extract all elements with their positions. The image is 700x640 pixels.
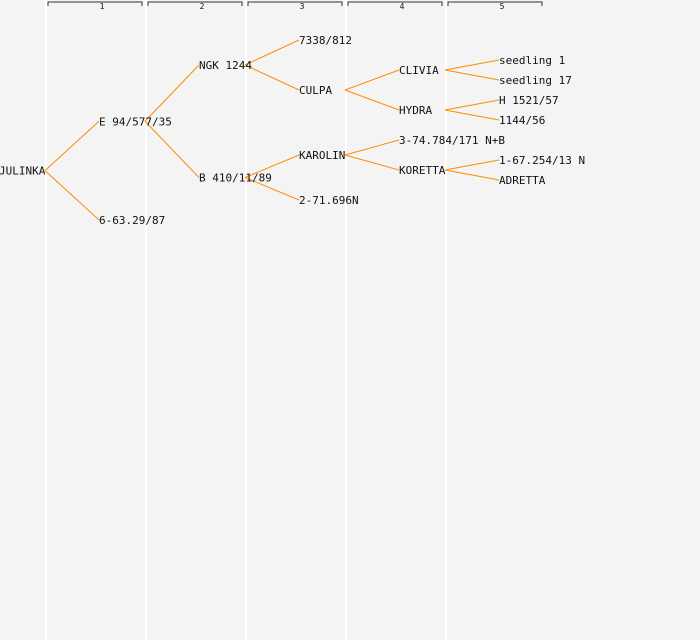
pedigree-edges <box>44 39 500 221</box>
pedigree-node-17: 2-71.696N <box>299 194 359 207</box>
generation-bracket-5 <box>447 1 543 6</box>
pedigree-node-6: seedling 1 <box>499 54 565 67</box>
pedigree-edge-2-1 <box>244 64 300 91</box>
pedigree-node-10: 1144/56 <box>499 114 545 127</box>
pedigree-node-15: 1-67.254/13 N <box>499 154 585 167</box>
pedigree-edge-1-1 <box>144 120 200 178</box>
pedigree-node-9: H 1521/57 <box>499 94 559 107</box>
pedigree-edge-8-1 <box>444 109 500 121</box>
pedigree-edge-0-1 <box>44 170 100 221</box>
pedigree-edge-5-1 <box>444 69 500 81</box>
pedigree-node-5: CLIVIA <box>399 64 439 77</box>
pedigree-node-12: KAROLIN <box>299 149 345 162</box>
pedigree-edge-14-1 <box>444 169 500 181</box>
generation-label-3: 3 <box>300 2 305 11</box>
generation-bracket-1 <box>47 1 143 6</box>
pedigree-node-8: HYDRA <box>399 104 432 117</box>
pedigree-edge-12-1 <box>344 154 400 171</box>
pedigree-edge-4-1 <box>344 89 400 111</box>
generation-label-2: 2 <box>200 2 205 11</box>
pedigree-node-4: CULPA <box>299 84 332 97</box>
pedigree-edge-0-0 <box>44 120 100 171</box>
pedigree-node-2: NGK 1244 <box>199 59 252 72</box>
pedigree-nodes: JULINKA E 94/577/35 NGK 1244 7338/812 CULPA C… <box>0 34 585 227</box>
generation-bracket-4 <box>347 1 443 6</box>
pedigree-edge-14-0 <box>444 159 500 171</box>
generation-label-5: 5 <box>500 2 505 11</box>
pedigree-edge-4-0 <box>344 69 400 91</box>
generation-bracket-2 <box>147 1 243 6</box>
pedigree-node-18: 6-63.29/87 <box>99 214 165 227</box>
generation-label-1: 1 <box>100 2 105 11</box>
pedigree-edge-5-0 <box>444 59 500 71</box>
pedigree-node-14: KORETTA <box>399 164 446 177</box>
pedigree-edge-1-0 <box>144 64 200 122</box>
generation-columns <box>45 0 447 640</box>
pedigree-node-3: 7338/812 <box>299 34 352 47</box>
pedigree-node-0: JULINKA <box>0 165 46 178</box>
pedigree-edge-12-0 <box>344 139 400 156</box>
pedigree-edge-8-0 <box>444 99 500 111</box>
pedigree-edge-11-0 <box>244 154 300 178</box>
generation-headers: 1 2 3 4 5 <box>47 1 543 11</box>
pedigree-edge-2-0 <box>244 39 300 66</box>
pedigree-node-11: B 410/11/89 <box>199 172 272 185</box>
generation-bracket-3 <box>247 1 343 6</box>
pedigree-edge-11-1 <box>244 177 300 201</box>
pedigree-node-1: E 94/577/35 <box>99 115 172 128</box>
pedigree-node-13: 3-74.784/171 N+B <box>399 134 505 147</box>
generation-label-4: 4 <box>400 2 405 11</box>
pedigree-node-7: seedling 17 <box>499 74 572 87</box>
pedigree-node-16: ADRETTA <box>499 174 546 187</box>
